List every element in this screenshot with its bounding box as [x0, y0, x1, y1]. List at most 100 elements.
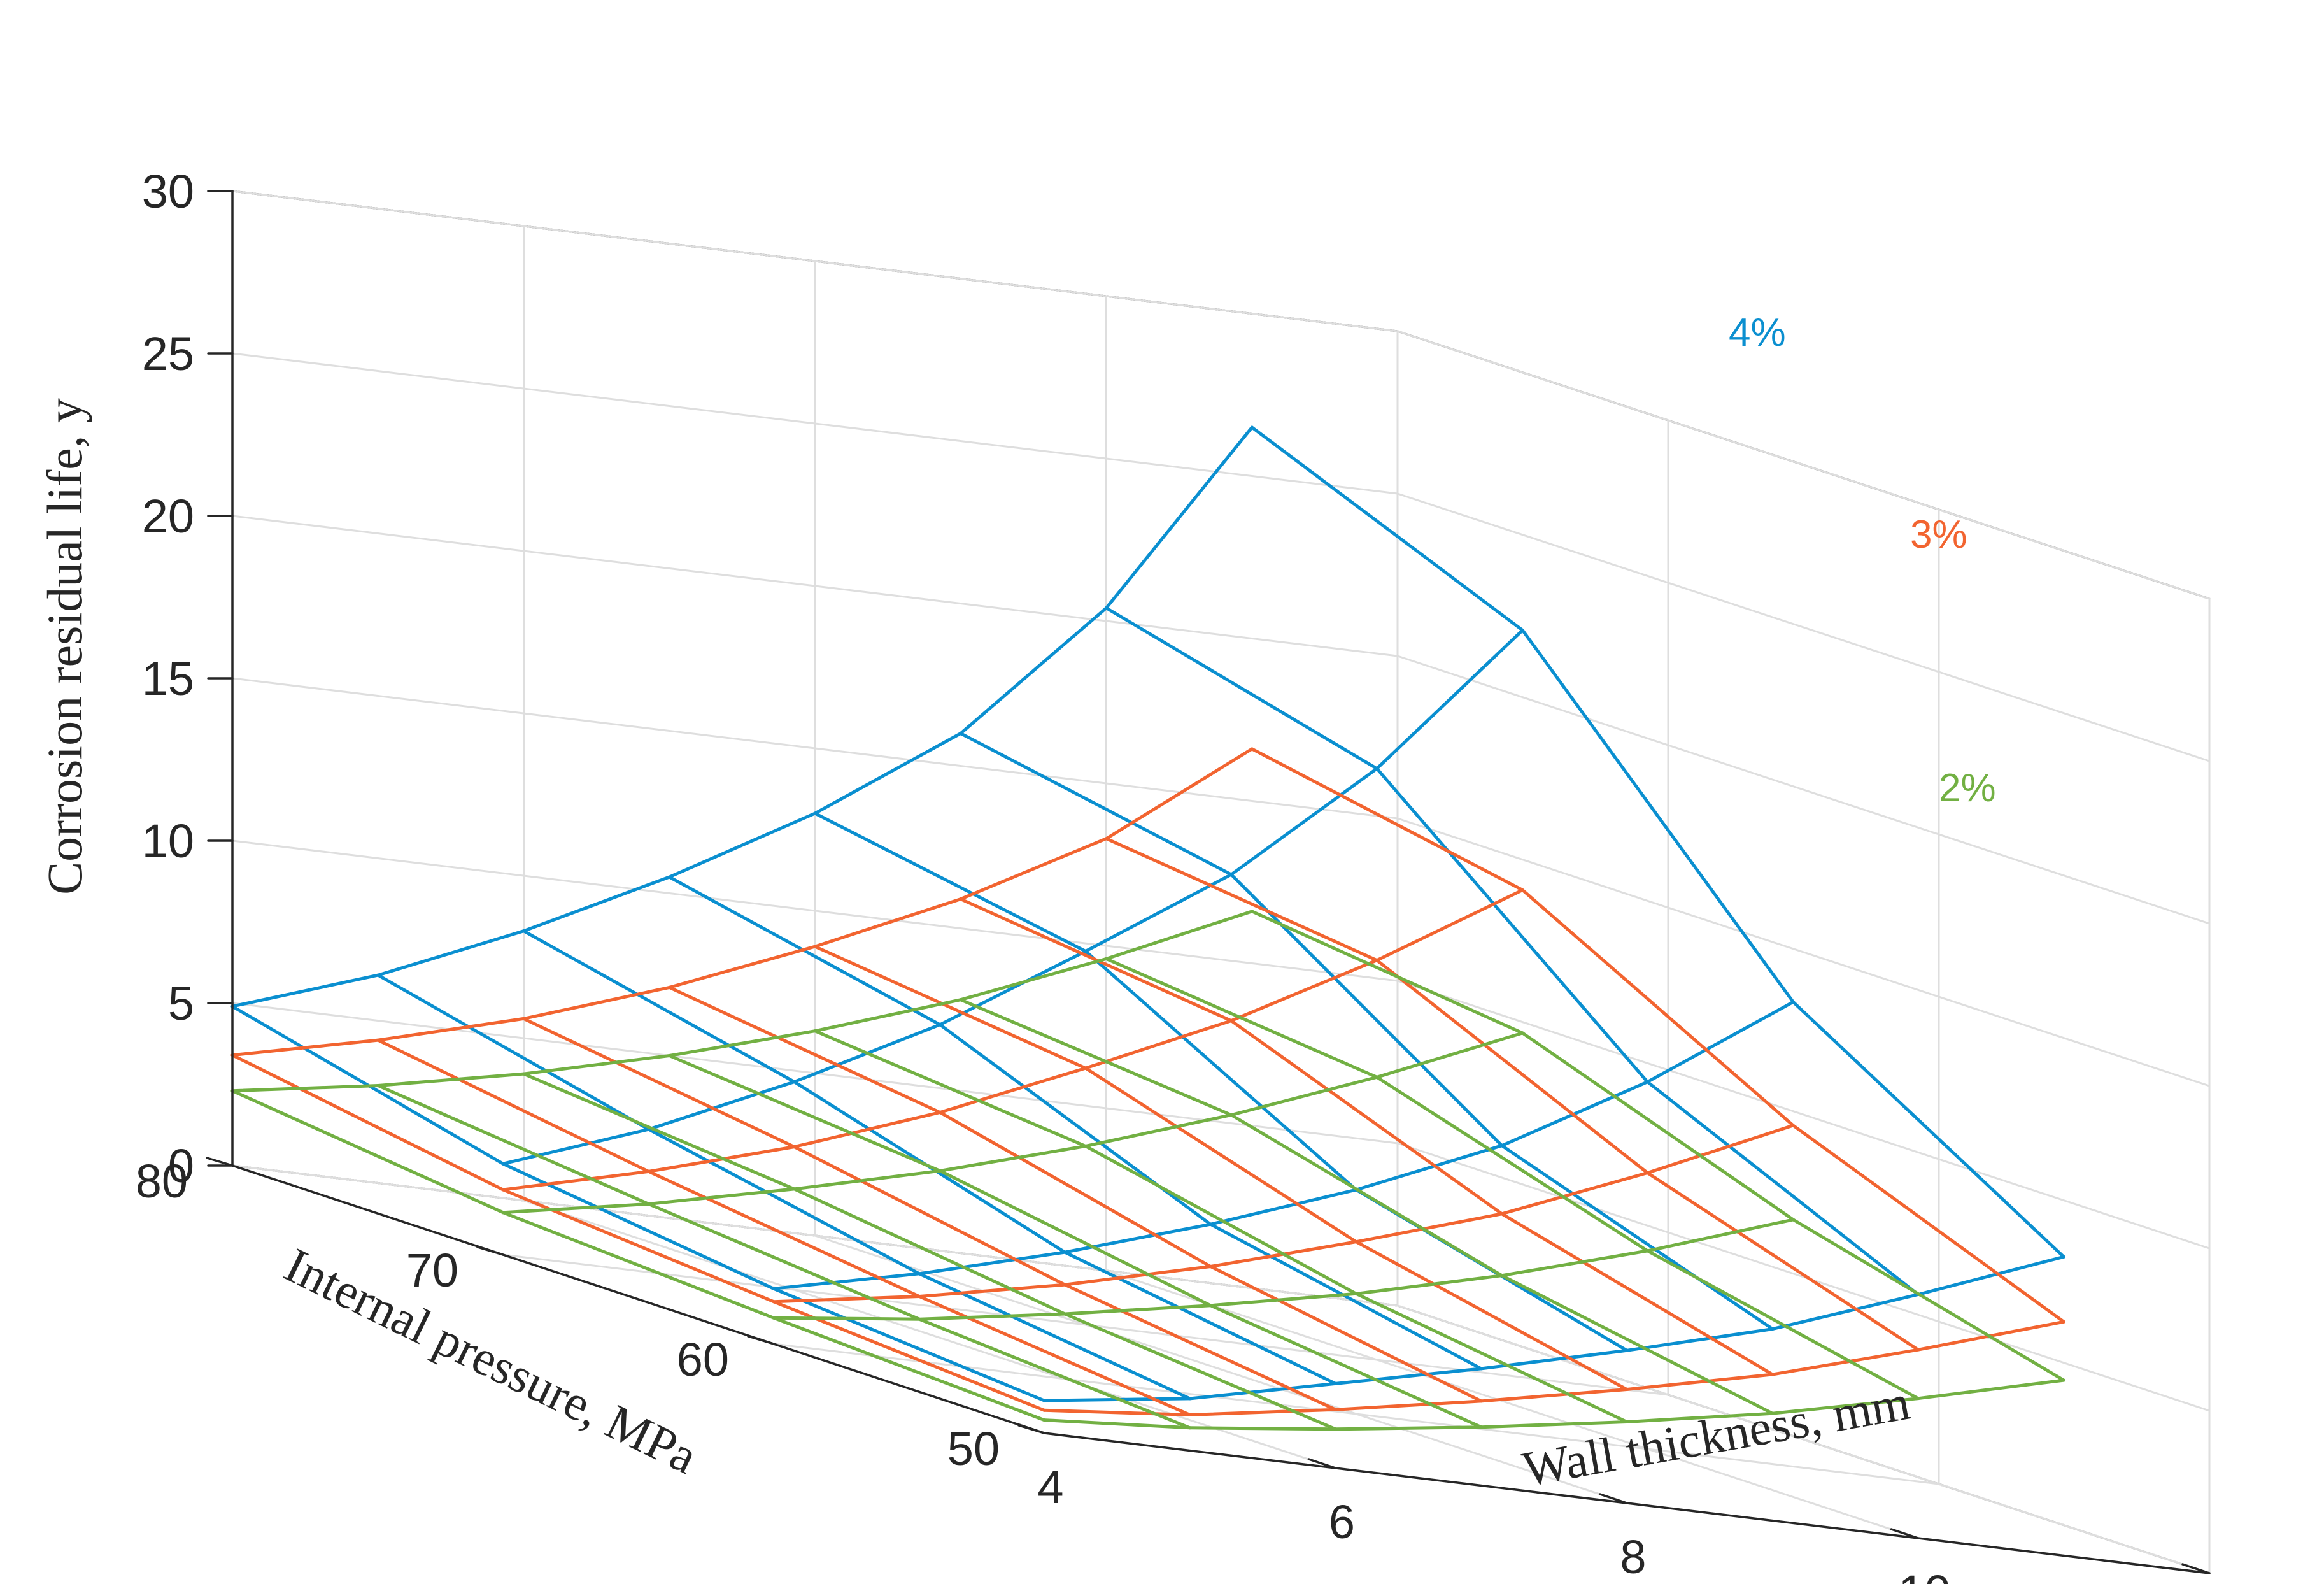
grid-line-side-z [1396, 330, 2211, 600]
mesh-segment [230, 1084, 380, 1093]
mesh-segment [522, 1054, 671, 1076]
mesh-segment [1354, 1274, 1504, 1295]
mesh-segment [1375, 888, 1524, 962]
mesh-segment [1042, 1418, 1192, 1430]
series-label-2pct: 2% [1939, 766, 1996, 810]
grid-line-floor-x [814, 1234, 1628, 1504]
x-tick-label: 4 [1037, 1460, 1063, 1513]
grid-line-side-z [1396, 817, 2211, 1087]
mesh-segment [918, 1317, 1192, 1430]
mesh-segment [1771, 1293, 1920, 1331]
mesh-segment [1334, 1367, 1483, 1385]
mesh-segment [1354, 1144, 1504, 1192]
mesh-segment [1354, 1212, 1504, 1244]
mesh-segment [1479, 1388, 1629, 1403]
mesh-segment [1208, 1265, 1483, 1403]
mesh-segment [1188, 1426, 1337, 1431]
mesh-segment [501, 1211, 776, 1320]
mesh-segment [959, 837, 1108, 901]
mesh-segment [1646, 1249, 1920, 1401]
mesh-segment [1105, 747, 1254, 841]
mesh-segment [959, 998, 1233, 1117]
mesh-segment [1334, 1425, 1483, 1431]
mesh-segment [1646, 1218, 1795, 1253]
mesh-segment [667, 945, 817, 989]
mesh-segment [1084, 1113, 1233, 1148]
mesh-segment [1063, 1250, 1337, 1385]
mesh-segment [772, 1295, 921, 1304]
mesh-segment [938, 1145, 1088, 1173]
mesh-segment [1229, 1075, 1378, 1117]
grid-line-floor-y [502, 1253, 1669, 1396]
grid-line-side-z [1396, 492, 2211, 762]
mesh-segment [1375, 629, 1524, 771]
mesh-segment [938, 1169, 1212, 1308]
mesh-segment [667, 1029, 817, 1057]
mesh-segment [1479, 1420, 1629, 1429]
mesh-segment [1063, 1283, 1337, 1411]
surfaces [230, 425, 2065, 1431]
tick-marks [206, 190, 2211, 1574]
mesh-segment [1063, 1304, 1212, 1316]
x-tick [1890, 1528, 1920, 1539]
mesh-segment [1500, 1249, 1649, 1278]
mesh-segment [1625, 1373, 1775, 1391]
mesh-segment [793, 1169, 942, 1191]
mesh-segment [1500, 1274, 1775, 1415]
mesh-segment [1354, 1292, 1629, 1423]
mesh-segment [938, 1111, 1212, 1268]
y-tick-label: 80 [136, 1155, 188, 1208]
y-tick [476, 1246, 504, 1256]
mesh-segment [1520, 629, 1795, 1004]
grid-line-back-z [231, 677, 1399, 820]
mesh-segment [1229, 873, 1504, 1148]
mesh-segment [1208, 1222, 1483, 1371]
mesh-segment [1208, 1304, 1483, 1429]
grid-line-side-z [1396, 1304, 2211, 1574]
mesh-segment [1105, 957, 1378, 1079]
grid-line-floor-y [772, 1343, 1940, 1485]
mesh-segment [1500, 1144, 1775, 1331]
mesh-segment [793, 1187, 1066, 1316]
mesh-segment [772, 1272, 921, 1290]
mesh-segment [230, 973, 380, 1008]
mesh-segment [1520, 888, 1795, 1127]
mesh-segment [376, 929, 525, 977]
mesh-segment [1771, 1397, 1920, 1415]
mesh-segment [1375, 1031, 1524, 1079]
mesh-segment [501, 1169, 651, 1192]
mesh-segment [1375, 767, 1649, 1084]
mesh-segment [1188, 1408, 1337, 1416]
mesh-segment [1188, 1381, 1337, 1401]
mesh-segment [918, 1312, 1066, 1321]
mesh-segment [1084, 873, 1233, 953]
mesh-segment [1625, 1327, 1775, 1352]
mesh-segment [1105, 425, 1254, 610]
mesh-segment [501, 1188, 776, 1304]
mesh-segment [522, 1072, 796, 1191]
mesh-segment [376, 973, 651, 1131]
mesh-segment [1917, 1378, 2065, 1401]
mesh-segment [1646, 1000, 1795, 1084]
mesh-segment [1646, 1171, 1920, 1352]
mesh-segment [793, 1145, 1066, 1287]
x-tick [2181, 1563, 2211, 1574]
grid-line-back-z [231, 515, 1399, 657]
x-tick-label: 8 [1620, 1530, 1646, 1583]
mesh-segment [1084, 1145, 1358, 1295]
mesh-segment [522, 1017, 796, 1149]
series-label-3pct: 3% [1910, 513, 1967, 557]
mesh-segment [230, 1038, 380, 1057]
mesh-segment [1791, 1000, 2065, 1259]
mesh-segment [959, 957, 1108, 1002]
mesh-segment [918, 1283, 1066, 1298]
mesh-segment [522, 929, 796, 1084]
x-tick [1599, 1493, 1628, 1504]
mesh-segment [1500, 1212, 1775, 1376]
mesh-segment [918, 1272, 1192, 1401]
mesh-segment [918, 1250, 1066, 1276]
mesh-segment [1250, 425, 1524, 632]
mesh-segment [1063, 1265, 1212, 1287]
mesh-segment [667, 985, 942, 1114]
mesh-segment [938, 1066, 1088, 1114]
